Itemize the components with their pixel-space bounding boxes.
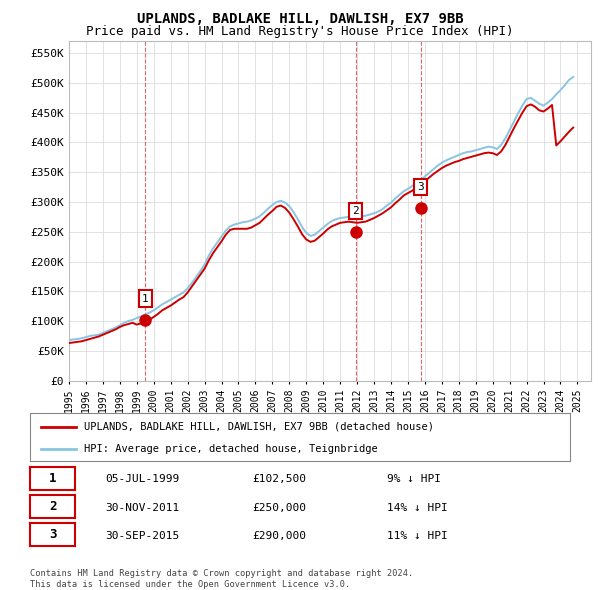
Text: 9% ↓ HPI: 9% ↓ HPI	[387, 474, 441, 484]
Text: UPLANDS, BADLAKE HILL, DAWLISH, EX7 9BB: UPLANDS, BADLAKE HILL, DAWLISH, EX7 9BB	[137, 12, 463, 26]
Text: Price paid vs. HM Land Registry's House Price Index (HPI): Price paid vs. HM Land Registry's House …	[86, 25, 514, 38]
Text: 30-NOV-2011: 30-NOV-2011	[105, 503, 179, 513]
Text: 1: 1	[142, 294, 149, 304]
Text: £102,500: £102,500	[252, 474, 306, 484]
Text: 2: 2	[352, 206, 359, 216]
Text: 30-SEP-2015: 30-SEP-2015	[105, 531, 179, 541]
Text: £250,000: £250,000	[252, 503, 306, 513]
Text: Contains HM Land Registry data © Crown copyright and database right 2024.
This d: Contains HM Land Registry data © Crown c…	[30, 569, 413, 589]
Text: 11% ↓ HPI: 11% ↓ HPI	[387, 531, 448, 541]
Text: 14% ↓ HPI: 14% ↓ HPI	[387, 503, 448, 513]
Text: 2: 2	[49, 500, 56, 513]
Text: £290,000: £290,000	[252, 531, 306, 541]
Text: 3: 3	[49, 528, 56, 541]
Text: HPI: Average price, detached house, Teignbridge: HPI: Average price, detached house, Teig…	[84, 444, 378, 454]
Text: 05-JUL-1999: 05-JUL-1999	[105, 474, 179, 484]
Text: UPLANDS, BADLAKE HILL, DAWLISH, EX7 9BB (detached house): UPLANDS, BADLAKE HILL, DAWLISH, EX7 9BB …	[84, 421, 434, 431]
Text: 3: 3	[417, 182, 424, 192]
Text: 1: 1	[49, 471, 56, 484]
